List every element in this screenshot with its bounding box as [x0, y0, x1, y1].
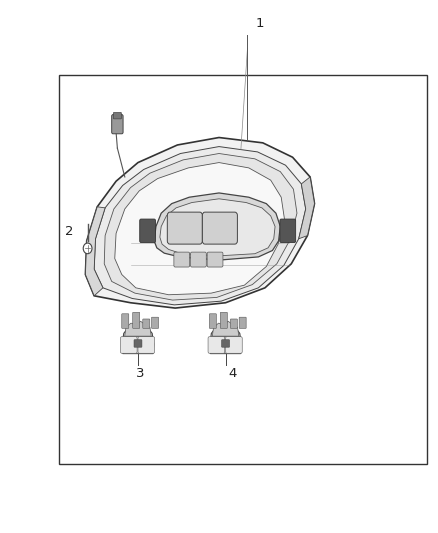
FancyBboxPatch shape	[140, 219, 155, 243]
FancyBboxPatch shape	[239, 317, 246, 328]
Polygon shape	[160, 199, 275, 256]
FancyBboxPatch shape	[222, 340, 230, 347]
Polygon shape	[212, 321, 239, 336]
FancyBboxPatch shape	[167, 212, 202, 244]
Polygon shape	[115, 163, 285, 295]
FancyBboxPatch shape	[191, 252, 206, 267]
FancyBboxPatch shape	[280, 219, 296, 243]
FancyBboxPatch shape	[226, 337, 242, 353]
Text: 1: 1	[255, 18, 264, 30]
Text: 4: 4	[228, 367, 237, 380]
Polygon shape	[85, 207, 105, 296]
Circle shape	[83, 243, 92, 254]
FancyBboxPatch shape	[202, 212, 237, 244]
Polygon shape	[210, 327, 241, 353]
Bar	[59, 75, 427, 464]
Polygon shape	[124, 336, 152, 353]
FancyBboxPatch shape	[138, 337, 155, 353]
Text: 2: 2	[65, 225, 73, 238]
FancyBboxPatch shape	[208, 337, 225, 353]
FancyBboxPatch shape	[143, 319, 150, 328]
Polygon shape	[94, 147, 306, 305]
Text: 3: 3	[136, 367, 145, 380]
FancyBboxPatch shape	[133, 312, 140, 328]
FancyBboxPatch shape	[174, 252, 190, 267]
FancyBboxPatch shape	[220, 312, 227, 328]
Polygon shape	[122, 327, 154, 353]
FancyBboxPatch shape	[134, 340, 142, 347]
FancyBboxPatch shape	[122, 314, 129, 328]
FancyBboxPatch shape	[230, 319, 237, 328]
FancyBboxPatch shape	[209, 314, 216, 328]
FancyBboxPatch shape	[112, 115, 123, 134]
Polygon shape	[85, 138, 314, 308]
Polygon shape	[154, 193, 280, 260]
FancyBboxPatch shape	[113, 112, 121, 119]
Polygon shape	[104, 154, 297, 300]
Polygon shape	[299, 177, 314, 239]
FancyBboxPatch shape	[152, 317, 159, 328]
FancyBboxPatch shape	[207, 252, 223, 267]
FancyBboxPatch shape	[120, 337, 137, 353]
Polygon shape	[125, 321, 151, 336]
Polygon shape	[212, 336, 240, 353]
